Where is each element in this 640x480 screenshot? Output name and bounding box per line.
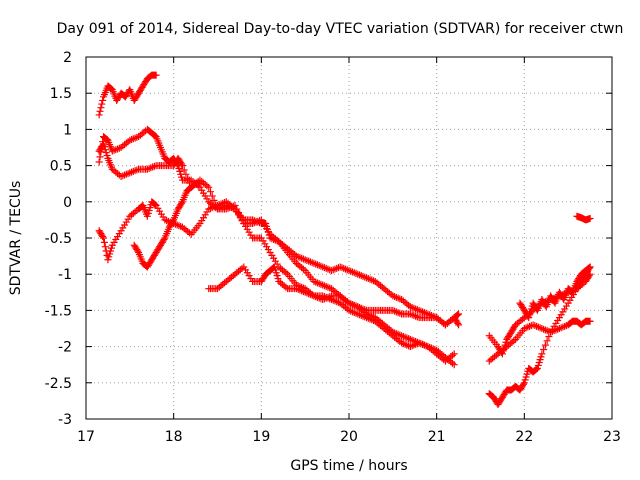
series-track-9 (485, 317, 594, 365)
y-tick-label: -0.5 (45, 231, 72, 247)
x-tick-label: 22 (515, 429, 533, 445)
data-point (151, 201, 159, 209)
x-axis-label: GPS time / hours (290, 458, 407, 474)
data-point (184, 175, 192, 183)
y-tick-label: 0 (63, 195, 72, 211)
data-point (95, 111, 103, 119)
data-point (95, 158, 103, 166)
series-track-4 (95, 198, 458, 365)
data-point (538, 350, 546, 358)
data-point (99, 233, 107, 241)
x-tick-label: 17 (77, 429, 95, 445)
data-point (586, 317, 594, 325)
y-axis-label: SDTVAR / TECUs (8, 181, 24, 296)
data-point (101, 243, 109, 251)
data-point (99, 96, 107, 104)
x-tick-label: 18 (165, 429, 183, 445)
axis-ticks (85, 56, 613, 420)
data-point (134, 247, 142, 255)
series-track-6 (205, 263, 463, 329)
data-point (178, 160, 186, 168)
data-point (519, 380, 527, 388)
y-tick-labels: 2 1.5 1 0.5 0 -0.5 -1 -1.5 -2 -2.5 -3 (45, 50, 72, 428)
data-point (455, 321, 463, 329)
data-point (182, 170, 190, 178)
y-tick-label: 2 (63, 50, 72, 66)
x-tick-label: 19 (252, 429, 270, 445)
y-tick-label: -1.5 (45, 303, 72, 319)
data-point (541, 341, 549, 349)
y-tick-label: 1.5 (50, 86, 72, 102)
data-point (160, 235, 168, 243)
data-point (450, 361, 458, 369)
x-tick-label: 20 (340, 429, 358, 445)
y-tick-label: -2 (58, 340, 72, 356)
data-point (585, 264, 593, 272)
y-tick-label: -2.5 (45, 376, 72, 392)
data-point (96, 107, 104, 115)
data-point (100, 234, 108, 242)
y-tick-label: 1 (63, 122, 72, 138)
series-track-1 (95, 71, 160, 119)
data-point (205, 183, 213, 191)
data-point (533, 365, 541, 373)
data-point (455, 310, 463, 318)
data-point (543, 337, 551, 345)
series-track-5 (130, 180, 204, 271)
data-point (98, 100, 106, 108)
y-tick-label: -1 (58, 267, 72, 283)
data-points (95, 71, 594, 409)
data-point (206, 188, 214, 196)
data-point (178, 162, 186, 170)
data-point (454, 319, 462, 327)
data-point (208, 192, 216, 200)
x-tick-label: 23 (603, 429, 621, 445)
data-point (196, 180, 204, 188)
data-point (586, 214, 594, 222)
data-point (97, 104, 105, 112)
series-track-2 (95, 125, 463, 329)
chart-title: Day 091 of 2014, Sidereal Day-to-day VTE… (57, 21, 624, 37)
x-tick-labels: 17 18 19 20 21 22 23 (77, 429, 621, 445)
data-point (585, 272, 593, 280)
data-point (100, 238, 108, 246)
data-point (450, 350, 458, 358)
y-tick-label: 0.5 (50, 159, 72, 175)
series-track-10 (516, 263, 594, 322)
y-tick-label: -3 (58, 412, 72, 428)
data-point (586, 270, 594, 278)
data-point (586, 263, 594, 271)
data-point (96, 153, 104, 161)
series-track-7 (485, 263, 594, 409)
data-point (210, 196, 218, 204)
data-point (180, 166, 188, 174)
data-point (540, 345, 548, 353)
x-tick-label: 21 (428, 429, 446, 445)
data-point (178, 199, 186, 207)
data-point (454, 311, 462, 319)
data-point (152, 71, 160, 79)
series-track-11 (573, 212, 594, 224)
data-point (169, 217, 177, 225)
